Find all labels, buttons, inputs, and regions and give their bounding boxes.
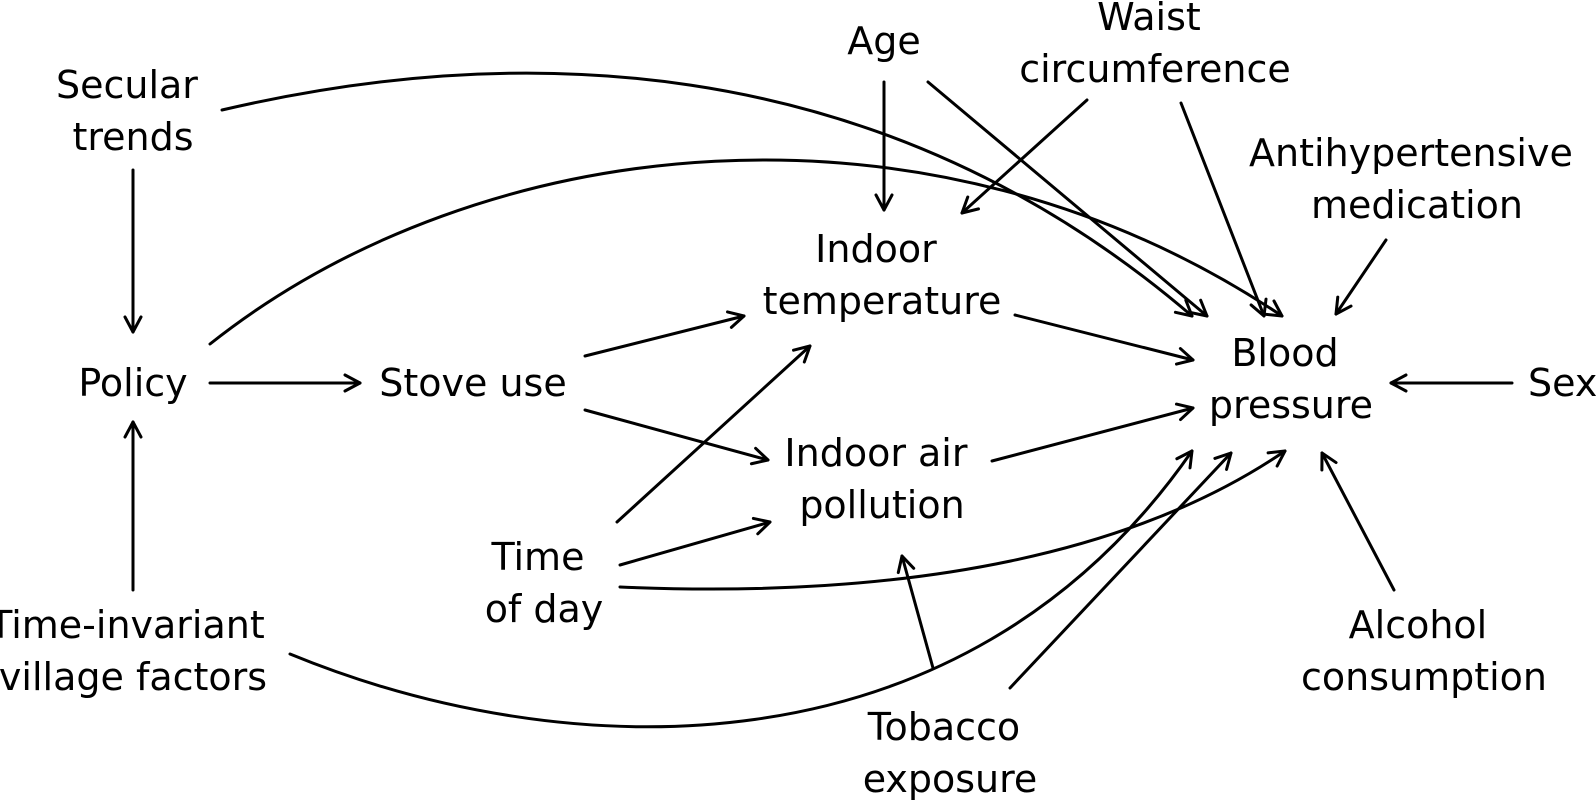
node-time-invariant-village-factors: Time-invariant village factors bbox=[0, 603, 277, 699]
node-antihypertensive-medication: Antihypertensive medication bbox=[1249, 131, 1585, 227]
edge-time-invariant-to-blood-pressure bbox=[288, 449, 1194, 729]
edge-stove-use-to-indoor-air-pollution bbox=[583, 408, 770, 466]
edge-time-of-day-to-indoor-air-pollution bbox=[618, 516, 772, 567]
edge-tobacco-to-blood-pressure bbox=[1008, 451, 1233, 690]
edge-indoor-temperature-to-blood-pressure bbox=[1013, 313, 1195, 366]
node-policy: Policy bbox=[78, 361, 187, 405]
node-age: Age bbox=[847, 19, 921, 63]
node-tobacco-exposure: Tobacco exposure bbox=[863, 705, 1038, 801]
node-secular-trends: Secular trends bbox=[56, 63, 210, 159]
edge-secular-trends-to-blood-pressure bbox=[220, 71, 1194, 318]
edge-waist-to-indoor-temperature bbox=[960, 98, 1089, 215]
edge-time-of-day-to-indoor-temperature bbox=[615, 344, 812, 524]
edge-indoor-air-pollution-to-blood-pressure bbox=[990, 402, 1195, 463]
edge-waist-to-blood-pressure bbox=[1179, 101, 1268, 318]
node-indoor-temperature: Indoor temperature bbox=[763, 227, 1002, 323]
node-time-of-day: Time of day bbox=[485, 535, 604, 631]
node-waist-circumference: Waist circumference bbox=[1019, 0, 1291, 91]
node-stove-use: Stove use bbox=[379, 361, 566, 405]
edge-alcohol-to-blood-pressure bbox=[1320, 451, 1396, 592]
node-sex: Sex bbox=[1528, 361, 1596, 405]
node-alcohol-consumption: Alcohol consumption bbox=[1301, 603, 1547, 699]
node-blood-pressure: Blood pressure bbox=[1209, 331, 1373, 427]
edges bbox=[123, 71, 1514, 729]
edge-policy-to-blood-pressure bbox=[208, 158, 1284, 346]
edge-time-of-day-to-blood-pressure bbox=[618, 449, 1287, 591]
edge-age-to-blood-pressure bbox=[926, 80, 1209, 318]
edge-tobacco-to-indoor-air-pollution bbox=[896, 554, 935, 670]
edge-stove-use-to-indoor-temperature bbox=[583, 310, 746, 358]
node-indoor-air-pollution: Indoor air pollution bbox=[784, 431, 979, 527]
edge-antihypertensive-to-blood-pressure bbox=[1334, 238, 1388, 316]
